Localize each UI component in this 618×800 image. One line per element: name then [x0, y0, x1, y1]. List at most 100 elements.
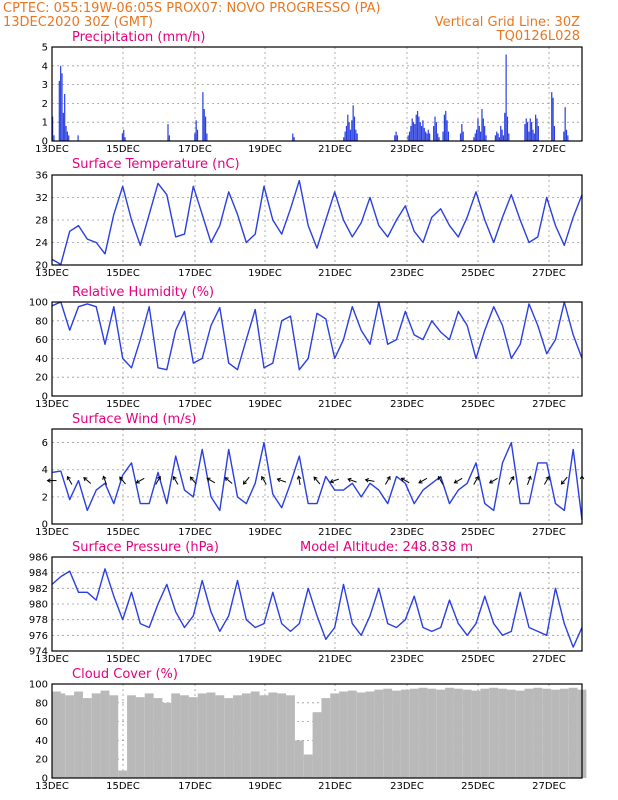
precip-bar [124, 137, 126, 141]
wind-arrow [384, 475, 391, 485]
precip-bar [65, 125, 67, 141]
x-tick-label: 19DEC [248, 781, 282, 792]
cloud-bar [365, 691, 375, 778]
precip-bar [563, 131, 565, 141]
x-tick-label: 13DEC [35, 781, 69, 792]
cloud-bar [241, 693, 251, 778]
y-tick-label: 36 [35, 171, 48, 182]
header-station: CPTEC: 055:19W-06:05S PROX07: NOVO PROGR… [3, 1, 381, 16]
precip-bar [482, 118, 484, 141]
wind-arrow [296, 475, 302, 486]
precip-bar [433, 125, 435, 141]
header: CPTEC: 055:19W-06:05S PROX07: NOVO PROGR… [3, 1, 580, 44]
precip-bar [349, 129, 352, 141]
y-tick-label: 20 [35, 373, 48, 384]
cloud-bar [436, 689, 446, 778]
panel-5: 0 20 40 60 80 100 13DEC 15DEC 17DEC 19DEC 21DEC 23D… [29, 667, 587, 792]
x-tick-label: 13DEC [35, 268, 69, 279]
precip-bar [435, 122, 437, 141]
series-line [51, 568, 583, 648]
y-tick-label: 0 [42, 520, 48, 531]
x-tick-label: 17DEC [178, 399, 212, 410]
precip-bar [203, 109, 205, 141]
precip-bar [408, 131, 411, 141]
precip-bar [427, 129, 429, 141]
precip-bar [446, 120, 448, 141]
precip-bar [353, 116, 356, 141]
x-tick-label: 25DEC [461, 399, 495, 410]
y-tick-label: 28 [35, 216, 48, 227]
panel-title: Relative Humidity (%) [72, 285, 214, 300]
precip-bar [505, 54, 507, 141]
precip-bar [461, 124, 463, 141]
cloud-bar [489, 687, 499, 778]
y-tick-label: 984 [29, 568, 48, 579]
y-tick-label: 974 [29, 647, 48, 658]
wind-arrow [172, 475, 179, 485]
precip-bar [553, 125, 556, 141]
x-tick-label: 27DEC [532, 654, 566, 665]
cloud-bar [52, 691, 61, 778]
precip-bar [462, 131, 464, 141]
cloud-bar [250, 691, 260, 778]
y-tick-label: 5 [42, 43, 48, 54]
precip-bar [347, 114, 349, 141]
plot-frame [51, 174, 583, 266]
precip-bar [501, 129, 503, 141]
cloud-bar [144, 693, 154, 778]
panel-title: Precipitation (mm/h) [72, 30, 205, 45]
cloud-bar [118, 770, 128, 778]
precip-bar [167, 124, 169, 141]
cloud-bar [180, 695, 189, 778]
cloud-bar [224, 698, 234, 778]
series-line [51, 441, 583, 520]
precip-bar [418, 116, 420, 141]
cloud-bar [259, 695, 269, 778]
x-tick-label: 23DEC [390, 399, 424, 410]
cloud-bar [453, 688, 463, 778]
precip-bar [533, 133, 535, 141]
panel-title: Surface Wind (m/s) [72, 412, 196, 427]
y-tick-label: 6 [42, 438, 48, 449]
panel-3: 0 2 4 6 13DEC 15DEC 17DEC 19DEC 21DEC 23DEC 25DEC 2… [35, 412, 585, 538]
precip-bar [348, 122, 350, 141]
wind-arrow [526, 475, 532, 485]
x-tick-label: 15DEC [106, 781, 140, 792]
y-tick-label: 2 [42, 99, 48, 110]
cloud-bar [268, 692, 278, 778]
x-tick-label: 17DEC [178, 268, 212, 279]
wind-arrow [83, 477, 92, 484]
x-tick-label: 15DEC [106, 268, 140, 279]
wind-arrow [119, 476, 126, 485]
precip-bar [443, 114, 446, 141]
x-tick-label: 15DEC [106, 399, 140, 410]
x-tick-label: 19DEC [248, 654, 282, 665]
precip-bar [524, 124, 526, 141]
wind-arrow [135, 477, 145, 484]
x-tick-label: 15DEC [106, 654, 140, 665]
precip-bar [60, 65, 62, 141]
cloud-bar [471, 690, 481, 778]
cloud-bar [215, 695, 225, 778]
panel-0: 0 1 2 3 4 5 13DEC 15DEC 17DEC 19DEC 21DEC 23DEC 25DE… [35, 30, 583, 155]
cloud-bar [303, 754, 313, 778]
y-tick-label: 982 [29, 584, 48, 595]
precip-bar [293, 137, 295, 141]
cloud-bar [506, 689, 516, 778]
panel-1: 20 24 28 32 36 13DEC 15DEC 17DEC 19DEC 21DEC 23DEC… [35, 157, 583, 279]
precip-bar [481, 109, 483, 141]
x-tick-label: 21DEC [318, 781, 352, 792]
x-tick-label: 25DEC [461, 527, 495, 538]
precip-bar [411, 118, 413, 141]
header-grid-note: Vertical Grid Line: 30Z [435, 15, 580, 30]
precip-bar [498, 137, 501, 141]
x-tick-label: 27DEC [532, 527, 566, 538]
cloud-bar [418, 687, 428, 778]
cloud-bar [559, 688, 569, 778]
x-tick-label: 15DEC [106, 144, 140, 155]
precip-bar [447, 131, 450, 141]
precip-bar [123, 129, 125, 141]
x-tick-label: 17DEC [178, 527, 212, 538]
cloud-bar [74, 691, 83, 778]
